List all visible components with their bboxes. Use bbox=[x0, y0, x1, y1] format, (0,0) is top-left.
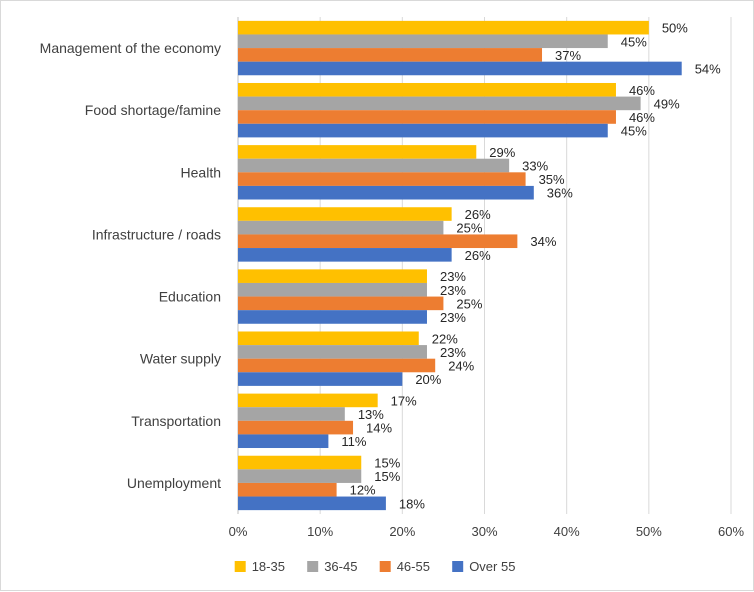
bar-over-55 bbox=[238, 310, 427, 324]
category-label: Transportation bbox=[131, 413, 221, 429]
data-label: 23% bbox=[440, 310, 466, 325]
data-label: 37% bbox=[555, 48, 581, 63]
x-tick-label: 50% bbox=[636, 524, 662, 539]
bar-over-55 bbox=[238, 123, 608, 138]
x-tick-label: 10% bbox=[307, 524, 333, 539]
bar-46-55 bbox=[238, 358, 436, 373]
bar-36-45 bbox=[238, 345, 427, 359]
data-label: 15% bbox=[374, 456, 400, 471]
x-tick-label: 40% bbox=[554, 524, 580, 539]
x-tick-label: 20% bbox=[389, 524, 415, 539]
data-label: 24% bbox=[448, 358, 474, 373]
legend-label: 18-35 bbox=[252, 559, 285, 574]
bar-36-45 bbox=[238, 407, 345, 421]
bar-18-35 bbox=[238, 20, 649, 35]
data-label: 20% bbox=[415, 372, 441, 387]
category-label: Infrastructure / roads bbox=[92, 226, 221, 242]
data-label: 23% bbox=[440, 269, 466, 284]
bar-over-55 bbox=[238, 61, 682, 76]
bar-36-45 bbox=[238, 220, 444, 235]
data-label: 26% bbox=[465, 207, 491, 222]
category-label: Health bbox=[181, 164, 221, 180]
bar-46-55 bbox=[238, 234, 518, 249]
bar-36-45 bbox=[238, 469, 362, 483]
data-label: 35% bbox=[539, 172, 565, 187]
category-label: Unemployment bbox=[127, 475, 221, 491]
legend-label: Over 55 bbox=[469, 559, 515, 574]
bar-36-45 bbox=[238, 158, 510, 173]
data-label: 34% bbox=[530, 234, 556, 249]
bar-46-55 bbox=[238, 420, 354, 435]
bar-18-35 bbox=[238, 393, 378, 408]
bar-46-55 bbox=[238, 296, 444, 311]
data-label: 50% bbox=[662, 21, 688, 36]
data-label: 13% bbox=[358, 407, 384, 422]
data-label: 49% bbox=[654, 96, 680, 111]
category-label: Food shortage/famine bbox=[85, 102, 221, 118]
data-label: 11% bbox=[341, 434, 366, 449]
data-label: 23% bbox=[440, 283, 466, 298]
bar-46-55 bbox=[238, 482, 337, 497]
bar-over-55 bbox=[238, 185, 534, 200]
data-label: 33% bbox=[522, 159, 548, 174]
bar-over-55 bbox=[238, 248, 452, 262]
data-label: 46% bbox=[629, 83, 655, 98]
bar-46-55 bbox=[238, 48, 543, 62]
bar-46-55 bbox=[238, 110, 616, 124]
data-label: 45% bbox=[621, 34, 647, 49]
bar-18-35 bbox=[238, 82, 616, 97]
data-label: 54% bbox=[695, 61, 721, 76]
bar-46-55 bbox=[238, 172, 526, 186]
data-label: 15% bbox=[374, 469, 400, 484]
data-label: 17% bbox=[391, 393, 417, 408]
legend-label: 36-45 bbox=[324, 559, 357, 574]
data-label: 36% bbox=[547, 186, 573, 201]
bar-36-45 bbox=[238, 96, 641, 111]
bar-36-45 bbox=[238, 34, 608, 49]
x-tick-label: 60% bbox=[718, 524, 744, 539]
legend-label: 46-55 bbox=[397, 559, 430, 574]
bar-36-45 bbox=[238, 282, 427, 297]
bar-18-35 bbox=[238, 269, 427, 283]
x-tick-label: 30% bbox=[471, 524, 497, 539]
legend-swatch bbox=[307, 561, 319, 572]
data-label: 23% bbox=[440, 345, 466, 360]
data-label: 26% bbox=[465, 248, 491, 263]
category-label: Water supply bbox=[140, 351, 221, 367]
category-label: Education bbox=[159, 289, 221, 305]
x-tick-label: 0% bbox=[229, 524, 248, 539]
data-label: 25% bbox=[456, 221, 482, 236]
legend-swatch bbox=[452, 561, 464, 572]
data-label: 18% bbox=[399, 496, 425, 511]
data-label: 45% bbox=[621, 124, 647, 139]
bar-18-35 bbox=[238, 207, 452, 221]
data-label: 25% bbox=[456, 296, 482, 311]
bar-over-55 bbox=[238, 434, 329, 449]
bar-18-35 bbox=[238, 455, 362, 470]
data-label: 12% bbox=[350, 483, 376, 498]
bar-over-55 bbox=[238, 372, 403, 386]
data-label: 46% bbox=[629, 110, 655, 125]
legend-swatch bbox=[379, 561, 391, 572]
bar-18-35 bbox=[238, 145, 477, 159]
category-label: Management of the economy bbox=[40, 40, 221, 56]
bar-over-55 bbox=[238, 496, 386, 511]
data-label: 22% bbox=[432, 331, 458, 346]
data-label: 14% bbox=[366, 421, 392, 436]
legend-swatch bbox=[234, 561, 246, 572]
data-label: 29% bbox=[489, 145, 515, 160]
bar-18-35 bbox=[238, 331, 419, 346]
